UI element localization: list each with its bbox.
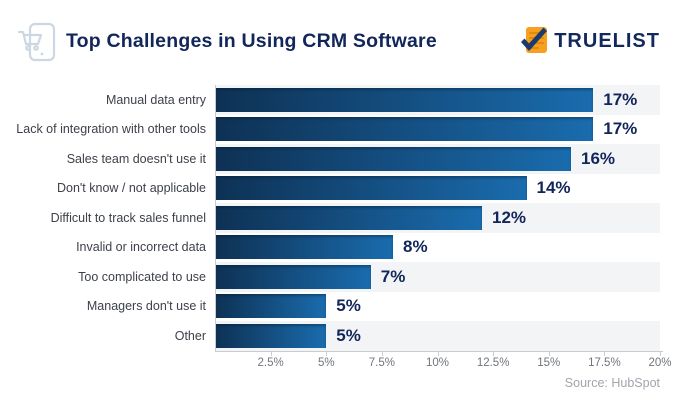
- category-label: Other: [174, 328, 206, 343]
- header: Top Challenges in Using CRM Software TRU…: [16, 18, 660, 64]
- tick-label: 20%: [648, 356, 672, 369]
- tick-label: 17.5%: [588, 356, 621, 369]
- value-label: 7%: [380, 266, 406, 286]
- tick-label: 10%: [425, 356, 450, 369]
- category-label: Invalid or incorrect data: [76, 240, 206, 255]
- tick-mark: [660, 351, 661, 356]
- value-label: 8%: [403, 237, 428, 257]
- clipboard-check-icon: [521, 27, 548, 53]
- category-label: Managers don't use it: [86, 299, 206, 314]
- bar-row: Too complicated to use 7%: [0, 262, 660, 292]
- tick-label: 15%: [537, 356, 561, 369]
- bar: [215, 235, 393, 260]
- tick-mark: [437, 351, 439, 356]
- bar-track: 14%: [215, 174, 660, 204]
- bar-track: 17%: [215, 85, 660, 115]
- bar-row: Other 5%: [0, 321, 660, 351]
- source-note: Source: HubSpot: [564, 376, 660, 390]
- bar: [215, 205, 482, 230]
- category-label: Sales team doesn't use it: [66, 151, 206, 166]
- bar-row: Difficult to track sales funnel 12%: [0, 203, 660, 233]
- cart-device-icon: [17, 22, 56, 62]
- bar: [215, 146, 571, 171]
- page-title: Top Challenges in Using CRM Software: [66, 29, 437, 52]
- bar-track: 17%: [215, 115, 660, 145]
- tick-mark: [270, 351, 272, 356]
- brand-logo: TRUELIST: [520, 26, 660, 56]
- bar: [215, 176, 527, 201]
- bar: [215, 264, 371, 289]
- category-label: Manual data entry: [105, 92, 206, 107]
- tick-mark: [604, 351, 606, 356]
- bar-track: 16%: [215, 144, 660, 174]
- bar-track: 5%: [215, 292, 660, 322]
- bar: [215, 87, 594, 112]
- bar-row: Managers don't use it 5%: [0, 292, 660, 322]
- value-label: 14%: [536, 178, 571, 198]
- value-label: 16%: [581, 148, 616, 168]
- x-axis-line: [215, 350, 663, 352]
- bar: [215, 323, 327, 348]
- bar-row: Invalid or incorrect data 8%: [0, 233, 660, 263]
- category-label: Too complicated to use: [78, 269, 206, 284]
- category-label: Don't know / not applicable: [56, 181, 206, 196]
- value-label: 5%: [336, 296, 361, 316]
- bar-track: 7%: [215, 262, 660, 292]
- value-label: 17%: [603, 119, 638, 139]
- bar-chart: Manual data entry 17% Lack of integration …: [0, 85, 672, 369]
- tick-mark: [381, 351, 383, 356]
- tick-label: 5%: [317, 356, 335, 369]
- y-axis-line: [215, 85, 216, 351]
- bar-track: 8%: [215, 233, 660, 263]
- tick-mark: [548, 351, 550, 356]
- bar-track: 12%: [215, 203, 660, 233]
- brand-name: TRUELIST: [554, 29, 660, 52]
- tick-label: 2.5%: [257, 356, 284, 369]
- bar-row: Don't know / not applicable 14%: [0, 174, 660, 204]
- bar-row: Lack of integration with other tools 17%: [0, 115, 660, 145]
- tick-mark: [493, 351, 495, 356]
- tick-label: 7.5%: [368, 356, 395, 369]
- x-axis-ticks: 2.5% 5% 7.5% 10% 12.5% 15% 17.5% 20%: [215, 351, 672, 373]
- category-label: Lack of integration with other tools: [16, 122, 206, 137]
- bar-rows: Manual data entry 17% Lack of integration …: [0, 85, 660, 351]
- value-label: 5%: [336, 325, 361, 345]
- value-label: 17%: [603, 89, 638, 109]
- bar: [215, 117, 594, 142]
- tick-mark: [326, 351, 328, 356]
- bar-row: Sales team doesn't use it 16%: [0, 144, 660, 174]
- bar-row: Manual data entry 17%: [0, 85, 660, 115]
- value-label: 12%: [492, 207, 527, 227]
- bar: [215, 294, 327, 319]
- bar-track: 5%: [215, 321, 660, 351]
- tick-label: 12.5%: [476, 356, 510, 369]
- category-label: Difficult to track sales funnel: [50, 210, 206, 225]
